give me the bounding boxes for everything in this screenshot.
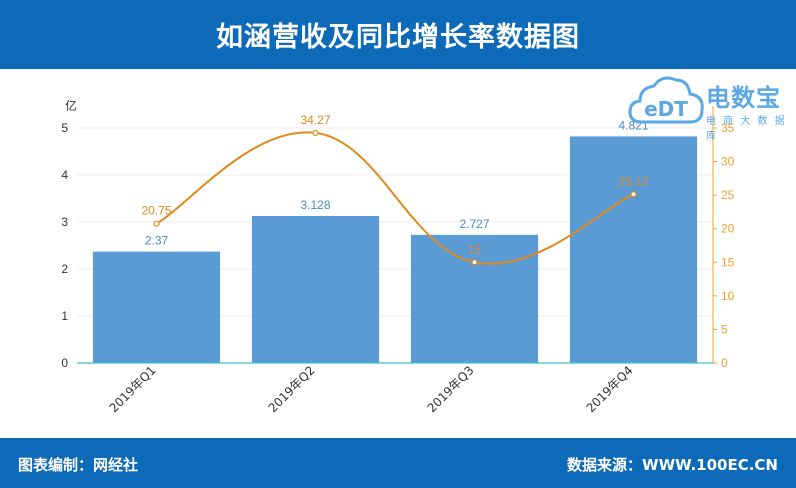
- line-point: [312, 129, 319, 137]
- y-tick-label: 4: [61, 168, 68, 182]
- y2-tick-label: 5: [721, 322, 728, 336]
- line-point: [630, 191, 637, 198]
- bar-value-label: 2.727: [459, 217, 489, 231]
- y2-tick-label: 10: [721, 289, 735, 303]
- bar-series: [92, 136, 698, 363]
- line-value-label: 25.12: [618, 174, 648, 188]
- y2-tick-label: 30: [721, 155, 735, 169]
- x-tick-label: 2019年Q3: [425, 363, 477, 415]
- y-tick-label: 0: [61, 356, 68, 370]
- y-tick-label: 3: [61, 215, 68, 229]
- footer-banner: 图表编制：网经社 数据来源：WWW.100EC.CN: [0, 438, 796, 488]
- x-tick-label: 2019年Q1: [107, 363, 159, 415]
- footer-credit: 图表编制：网经社: [18, 456, 139, 474]
- edt-logo: eDT 电数宝 电 商 大 数 据 库: [628, 72, 788, 142]
- line-value-label: 20.75: [141, 204, 171, 218]
- line-point: [153, 220, 160, 227]
- logo-name: 电数宝: [706, 84, 781, 112]
- bar: [92, 251, 221, 363]
- y-tick-label: 2: [61, 262, 68, 276]
- y2-tick-label: 15: [721, 255, 735, 269]
- cloud-logo-icon: eDT: [628, 76, 704, 124]
- logo-badge-text: eDT: [644, 97, 688, 121]
- y2-tick-label: 35: [721, 121, 735, 135]
- line-series: [153, 129, 637, 266]
- bar-value-label: 2.37: [145, 234, 169, 248]
- y2-tick-label: 0: [721, 356, 728, 370]
- y-tick-label: 1: [61, 309, 68, 323]
- bar-value-label: 3.128: [300, 198, 330, 212]
- y-tick-label: 5: [61, 121, 68, 135]
- footer-source: 数据来源：WWW.100EC.CN: [567, 456, 778, 474]
- bar: [410, 234, 539, 363]
- x-tick-label: 2019年Q2: [266, 363, 318, 415]
- line-point: [471, 259, 478, 266]
- bar: [251, 215, 380, 363]
- page-title: 如涵营收及同比增长率数据图: [216, 22, 580, 53]
- line-value-label: 34.27: [300, 113, 330, 127]
- y2-tick-label: 20: [721, 222, 735, 236]
- header-banner: 如涵营收及同比增长率数据图: [0, 0, 796, 69]
- y2-tick-label: 25: [721, 188, 735, 202]
- logo-tagline: 电 商 大 数 据 库: [706, 116, 787, 142]
- y-axis-unit: 亿: [65, 98, 77, 113]
- revenue-chart: 0 1 2 3 4 5 亿 0 5 10 15 20 25 30 35 2019年Q1 2019年Q2 2019年…: [61, 98, 735, 415]
- line-value-label: 15: [468, 242, 482, 256]
- growth-line: [156, 131, 634, 265]
- x-tick-label: 2019年Q4: [584, 363, 636, 415]
- bar: [569, 136, 698, 363]
